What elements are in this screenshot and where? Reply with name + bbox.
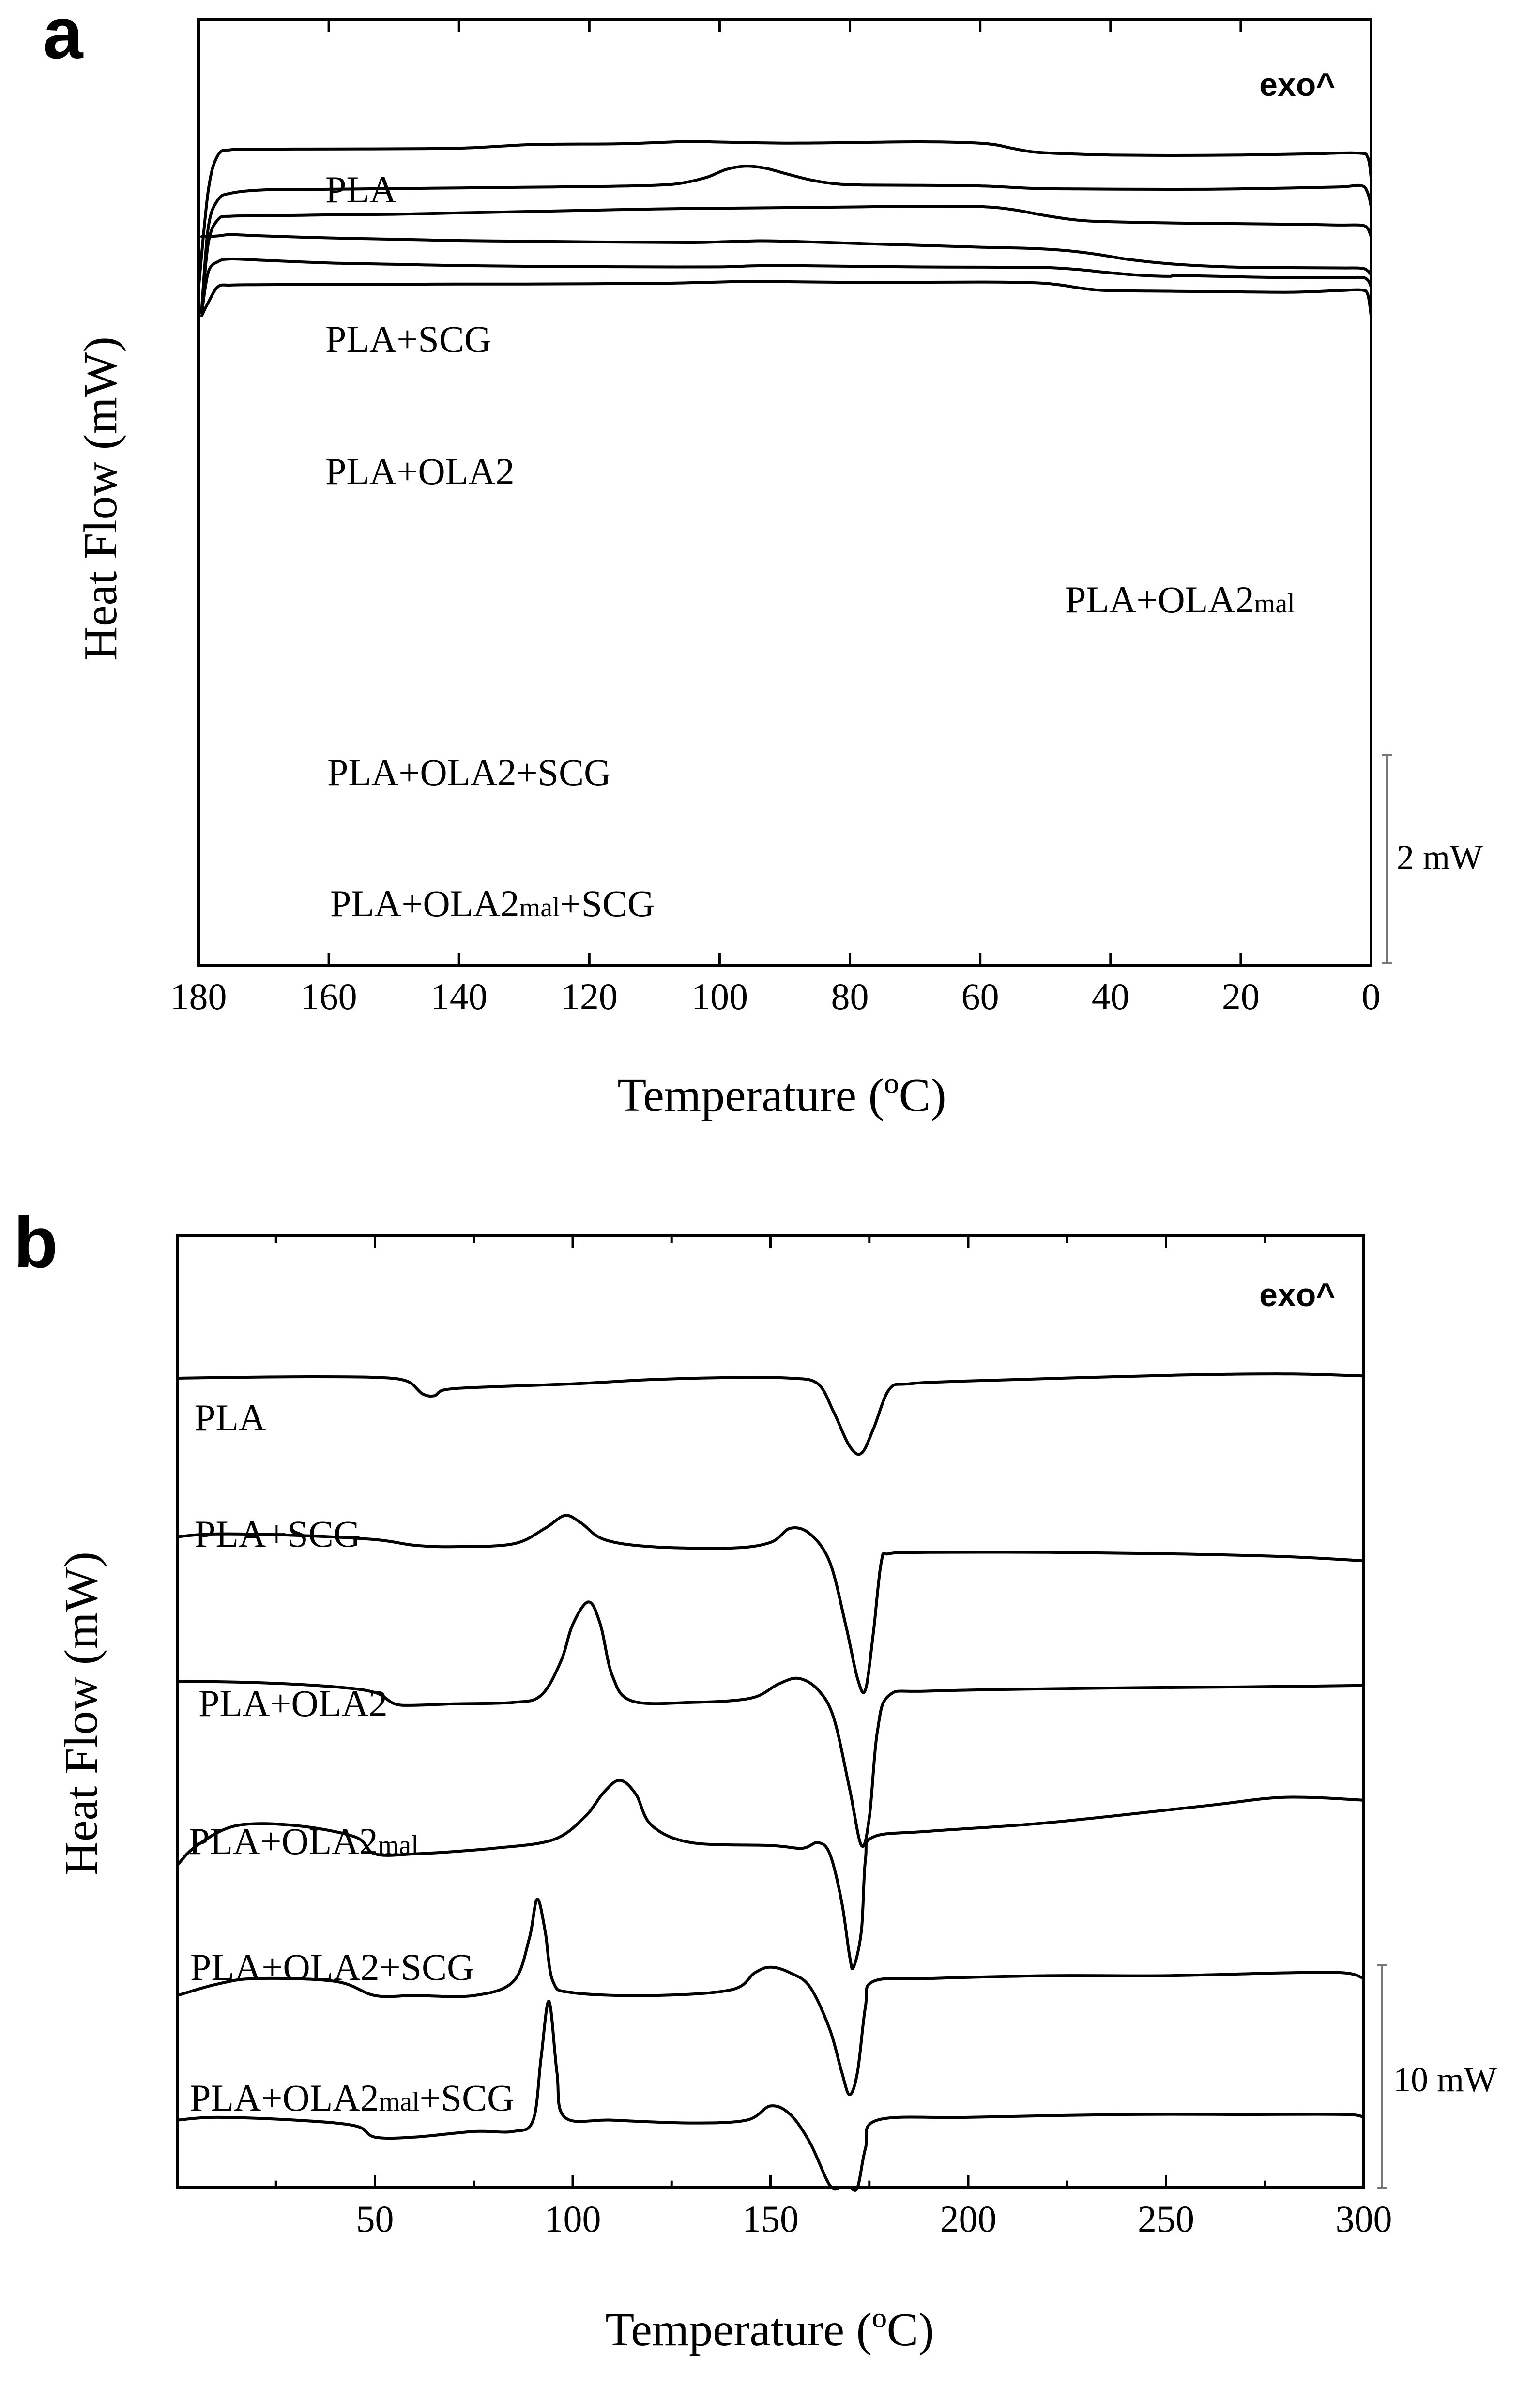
x-tick-label: 150	[742, 2198, 799, 2240]
series-line-pla-ola2mal	[200, 233, 1372, 276]
series-label-pla-ola2mal-scg: PLA+OLA2mal+SCG	[190, 2077, 514, 2119]
panel-a-x-axis-title: Temperature (ºC)	[617, 1069, 946, 1122]
x-tick-label: 100	[691, 975, 748, 1018]
panel-a-curves	[197, 140, 1372, 317]
panel-a-exo-annotation: exo^	[1259, 66, 1335, 103]
x-tick-label: 100	[545, 2198, 601, 2240]
series-label-pla-ola2mal: PLA+OLA2mal	[1065, 578, 1295, 621]
series-line-pla-ola2mal	[176, 1779, 1365, 1971]
x-tick-label: 300	[1336, 2198, 1392, 2240]
series-line-pla	[197, 140, 1372, 291]
panel-b-letter: b	[14, 1201, 58, 1283]
series-line-pla-scg	[176, 1514, 1365, 1694]
series-label-pla-ola2-scg: PLA+OLA2+SCG	[190, 1946, 474, 1988]
panel-b-curves	[176, 1372, 1365, 2192]
x-tick-label: 40	[1092, 975, 1129, 1018]
series-label-pla-ola2-scg: PLA+OLA2+SCG	[327, 751, 611, 793]
series-line-pla-ola2	[176, 1600, 1365, 1848]
series-label-pla-scg: PLA+SCG	[325, 318, 491, 360]
panel-b-series-labels: PLA PLA+SCG PLA+OLA2 PLA+OLA2mal PLA+OLA2+SC…	[189, 1397, 514, 2119]
x-tick-label: 180	[170, 975, 227, 1018]
x-tick-label: 200	[940, 2198, 997, 2240]
panel-b-x-axis: 50 100 150 200 250 300	[274, 1236, 1392, 2240]
panel-a-plot-frame	[197, 18, 1372, 967]
series-label-pla-scg: PLA+SCG	[195, 1513, 361, 1555]
panel-a-letter: a	[43, 0, 84, 74]
panel-b-exo-annotation: exo^	[1259, 1277, 1335, 1313]
series-line-pla-ola2	[200, 205, 1372, 313]
x-tick-label: 250	[1138, 2198, 1194, 2240]
series-line-pla	[176, 1372, 1365, 1456]
panel-b-y-axis-title: Heat Flow (mW)	[55, 1551, 107, 1876]
panel-b-x-axis-title: Temperature (ºC)	[605, 2304, 934, 2356]
x-tick-label: 50	[356, 2198, 394, 2240]
x-tick-label: 140	[431, 975, 488, 1018]
series-line-pla-ola2mal-scg	[200, 280, 1372, 317]
series-label-pla: PLA	[325, 168, 396, 211]
panel-b: b 50 100 150 200 250 300 PLAPLA+SCGPLA+OLA2PL…	[14, 1201, 1497, 2356]
series-label-pla-ola2mal: PLA+OLA2mal	[189, 1820, 419, 1862]
x-tick-label: 80	[831, 975, 869, 1018]
panel-a: a 180 160 140 120 100 80 60 40 20 0 PLAPLA+SCGPLA…	[43, 0, 1483, 1122]
x-tick-label: 60	[961, 975, 999, 1018]
x-tick-label: 120	[561, 975, 618, 1018]
panel-a-scale-label: 2 mW	[1397, 838, 1483, 877]
x-tick-label: 20	[1222, 975, 1260, 1018]
series-label-pla-ola2: PLA+OLA2	[198, 1682, 388, 1724]
panel-b-scale-label: 10 mW	[1393, 2060, 1497, 2099]
series-label-pla: PLA	[195, 1397, 266, 1439]
series-line-pla-ola2mal-scg	[176, 1999, 1365, 2192]
series-line-pla-scg	[200, 165, 1372, 311]
panel-a-x-axis: 180 160 140 120 100 80 60 40 20 0	[170, 19, 1381, 1018]
panel-a-y-axis-title: Heat Flow (mW)	[75, 336, 127, 661]
series-label-pla-ola2mal-scg: PLA+OLA2mal+SCG	[330, 882, 655, 925]
series-label-pla-ola2: PLA+OLA2	[325, 450, 515, 492]
panel-a-series-labels: PLA PLA+SCG PLA+OLA2 PLA+OLA2mal PLA+OLA2+SC…	[325, 168, 1295, 925]
series-line-pla-ola2-scg	[200, 257, 1372, 315]
x-tick-label: 160	[301, 975, 357, 1018]
x-tick-label: 0	[1362, 975, 1381, 1018]
series-line-pla-ola2-scg	[176, 1898, 1365, 2097]
